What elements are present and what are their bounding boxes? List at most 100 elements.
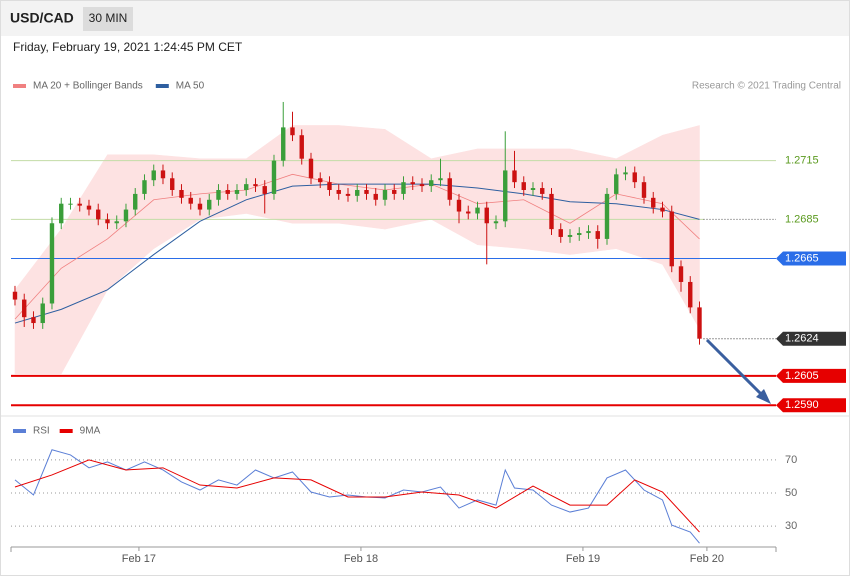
- candle-body: [105, 219, 110, 224]
- candle-body: [59, 203, 64, 224]
- candle-body: [188, 197, 193, 204]
- candle-body: [549, 193, 554, 230]
- candle-body: [651, 197, 656, 208]
- y-tick-label: 30: [785, 520, 797, 532]
- candle-body: [558, 229, 563, 237]
- candle-body: [623, 172, 628, 175]
- candle-body: [318, 178, 323, 183]
- legend-label: MA 20 + Bollinger Bands: [33, 81, 143, 92]
- legend-swatch: [59, 429, 73, 433]
- candle-body: [604, 193, 610, 239]
- candle-body: [373, 193, 378, 200]
- x-tick-label: Feb 20: [690, 553, 724, 565]
- candle-body: [530, 188, 536, 190]
- candle-body: [345, 193, 351, 196]
- candle-body: [123, 209, 129, 222]
- candle-body: [327, 182, 332, 190]
- x-tick-label: Feb 17: [122, 553, 156, 565]
- candle-body: [114, 221, 119, 224]
- timeframe-box: [83, 7, 133, 31]
- candle-body: [364, 190, 369, 194]
- candle-body: [86, 205, 92, 210]
- level-label: 1.2715: [785, 155, 819, 167]
- candle-body: [216, 190, 221, 200]
- candle-body: [466, 211, 471, 214]
- legend-swatch: [13, 84, 26, 88]
- candle-body: [262, 186, 267, 194]
- candle-body: [641, 182, 647, 198]
- candle-body: [632, 172, 637, 183]
- level-label: 1.2665: [785, 252, 819, 264]
- candle-body: [697, 307, 702, 339]
- candle-body: [31, 317, 36, 324]
- candle-body: [382, 190, 388, 200]
- candle-body: [77, 203, 82, 206]
- level-label: 1.2605: [785, 370, 819, 382]
- level-tag: [776, 368, 846, 383]
- forecast-arrowhead: [756, 389, 771, 404]
- candle-body: [336, 190, 341, 194]
- candle-body: [429, 180, 434, 187]
- candle-body: [503, 170, 508, 222]
- candle-body: [688, 281, 693, 308]
- bollinger-band: [477, 148, 524, 249]
- forecast-arrow: [705, 338, 764, 397]
- moving-average: [14, 183, 700, 324]
- candle-body: [577, 233, 582, 235]
- candle-body: [484, 207, 489, 224]
- candle-body: [234, 190, 240, 194]
- candle-body: [22, 299, 27, 318]
- candle-body: [308, 158, 314, 179]
- candle-body: [521, 182, 526, 190]
- candle-body: [179, 190, 184, 198]
- legend-label: MA 50: [176, 81, 205, 92]
- candle-body: [281, 127, 286, 161]
- level-tag: [776, 398, 846, 413]
- candle-body: [290, 127, 295, 136]
- candle-body: [456, 199, 462, 212]
- moving-average: [14, 173, 700, 320]
- candle-body: [151, 170, 156, 181]
- candle-body: [299, 135, 304, 159]
- candle-body: [197, 203, 203, 210]
- candle-body: [207, 199, 212, 210]
- candle-body: [271, 160, 277, 194]
- x-tick-label: Feb 18: [344, 553, 378, 565]
- candle-body: [669, 211, 674, 267]
- header-bar: [1, 1, 849, 36]
- credit: Research © 2021 Trading Central: [692, 81, 841, 92]
- timestamp: Friday, February 19, 2021 1:24:45 PM CET: [13, 40, 243, 54]
- candle-body: [447, 178, 452, 200]
- candle-body: [244, 184, 249, 190]
- candle-body: [253, 184, 258, 187]
- candle-body: [49, 223, 55, 304]
- candle-body: [401, 182, 406, 194]
- legend-label: 9MA: [80, 426, 101, 437]
- timeframe: 30 MIN: [89, 11, 128, 25]
- legend-swatch: [13, 429, 26, 433]
- candle-body: [225, 190, 230, 194]
- candle-body: [614, 174, 619, 194]
- candle-body: [96, 209, 101, 220]
- candle-body: [410, 182, 415, 185]
- candle-body: [160, 170, 166, 179]
- candle-body: [660, 207, 665, 212]
- y-tick-label: 70: [785, 454, 797, 466]
- candle-body: [438, 178, 443, 181]
- candle-body: [392, 190, 397, 194]
- candle-body: [512, 170, 517, 183]
- bollinger-band: [338, 125, 386, 230]
- legend-swatch: [155, 84, 169, 88]
- level-tag: [776, 251, 846, 266]
- level-label: 1.2685: [785, 213, 819, 225]
- candle-body: [567, 235, 573, 237]
- candle-body: [40, 303, 45, 324]
- candle-body: [355, 190, 360, 196]
- candle-body: [12, 291, 18, 300]
- legend-label: RSI: [33, 426, 50, 437]
- candle-body: [133, 193, 138, 210]
- level-tag: [776, 331, 846, 346]
